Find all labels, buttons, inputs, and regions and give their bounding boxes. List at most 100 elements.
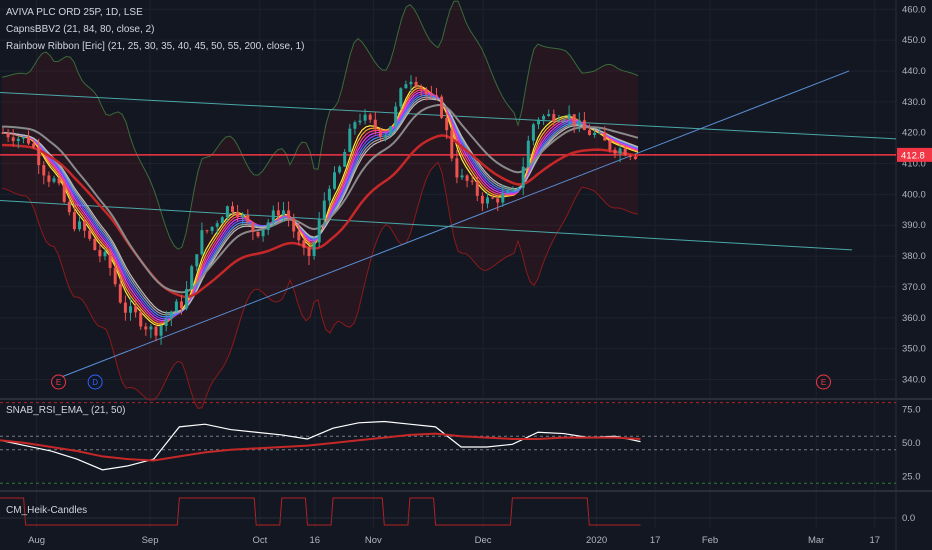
candle-body-9 — [47, 175, 51, 182]
price-tick-9: 430.0 — [902, 97, 926, 108]
rsi-tick-1: 50.0 — [902, 438, 921, 449]
candle-body-55 — [282, 210, 285, 216]
candle-body-115 — [588, 130, 591, 136]
bollinger-upper — [1, 0, 639, 250]
candle-body-60 — [307, 247, 311, 256]
candle-body-3 — [16, 138, 20, 142]
candle-body-49 — [251, 222, 255, 233]
candle-body-80 — [409, 81, 413, 85]
rsi-tick-2: 75.0 — [902, 404, 921, 415]
indicator-ribbon-label: Rainbow Ribbon [Eric] (21, 25, 30, 35, 4… — [6, 41, 305, 52]
candle-body-26 — [134, 306, 138, 313]
candle-body-45 — [231, 206, 234, 212]
candle-body-28 — [144, 326, 148, 330]
candle-body-73 — [373, 119, 377, 130]
candle-body-42 — [215, 223, 219, 227]
candle-body-122 — [623, 148, 627, 156]
candle-body-63 — [322, 200, 326, 220]
bollinger-bands — [1, 0, 639, 409]
candle-body-5 — [27, 136, 30, 144]
event-marker-label-0: E — [56, 378, 61, 387]
candle-body-84 — [429, 94, 433, 96]
date-tick-4: Nov — [365, 535, 382, 546]
candle-body-120 — [613, 149, 617, 154]
candle-body-52 — [266, 222, 270, 230]
candle-body-118 — [603, 132, 607, 141]
candle-body-104 — [531, 124, 535, 141]
candle-body-89 — [455, 158, 459, 178]
candle-body-0 — [1, 132, 5, 134]
rsi-tick-0: 25.0 — [902, 472, 921, 483]
candle-body-74 — [378, 129, 382, 137]
candle-body-57 — [292, 218, 296, 232]
candle-body-95 — [486, 197, 489, 204]
candle-body-56 — [287, 210, 291, 219]
heik-pane[interactable] — [0, 497, 896, 526]
price-tick-11: 450.0 — [902, 35, 926, 46]
ma-200-line — [1, 134, 639, 299]
date-tick-10: 17 — [869, 535, 880, 546]
candle-body-88 — [450, 130, 454, 159]
candle-body-59 — [302, 240, 306, 248]
candle-body-85 — [435, 95, 438, 97]
candle-body-69 — [353, 122, 357, 129]
candle-body-18 — [93, 238, 97, 251]
candle-body-83 — [424, 89, 428, 95]
candle-body-23 — [118, 284, 122, 303]
candle-body-14 — [72, 212, 76, 230]
candle-body-8 — [42, 165, 46, 176]
candle-body-87 — [445, 117, 449, 131]
price-tick-12: 460.0 — [902, 4, 926, 15]
candle-body-112 — [572, 114, 576, 126]
candle-body-86 — [440, 96, 444, 118]
candle-body-124 — [633, 156, 637, 159]
date-tick-9: Mar — [808, 535, 824, 546]
price-tick-7: 410.0 — [902, 159, 926, 170]
candle-body-98 — [501, 193, 505, 203]
candle-body-71 — [363, 114, 367, 121]
candle-body-22 — [113, 267, 117, 285]
candle-body-82 — [419, 86, 423, 90]
candle-body-67 — [343, 151, 347, 167]
candle-series[interactable] — [1, 75, 637, 345]
event-marker-label-2: E — [821, 378, 826, 387]
candle-body-75 — [384, 135, 387, 137]
candle-body-81 — [414, 81, 418, 87]
candle-body-36 — [185, 288, 189, 309]
candle-body-30 — [154, 326, 158, 336]
candle-body-92 — [470, 180, 474, 182]
candle-body-41 — [210, 226, 214, 232]
candle-body-70 — [358, 120, 362, 123]
trend-line-up — [54, 70, 850, 380]
price-tick-10: 440.0 — [902, 66, 926, 77]
candle-body-58 — [297, 231, 301, 241]
candle-body-106 — [542, 116, 546, 120]
candle-body-72 — [368, 114, 372, 120]
candle-body-51 — [261, 229, 265, 237]
candle-body-43 — [220, 217, 224, 224]
event-marker-1 — [87, 374, 103, 390]
price-tick-3: 370.0 — [902, 282, 926, 293]
candle-body-117 — [598, 132, 602, 134]
rsi-pane[interactable] — [0, 402, 896, 484]
symbol-title: AVIVA PLC ORD 25P, 1D, LSE — [6, 7, 143, 18]
candle-body-12 — [62, 183, 66, 202]
candle-body-61 — [312, 242, 316, 256]
candle-body-103 — [526, 140, 530, 167]
price-tick-5: 390.0 — [902, 220, 926, 231]
candle-body-123 — [628, 155, 632, 157]
price-badge-value: 412.8 — [901, 150, 925, 161]
trend-line-down-lower — [0, 200, 853, 251]
candle-body-21 — [108, 251, 112, 268]
candle-body-101 — [516, 187, 520, 190]
candle-body-47 — [241, 215, 245, 218]
candle-body-40 — [205, 230, 209, 232]
price-tick-1: 350.0 — [902, 344, 926, 355]
candle-body-44 — [225, 206, 229, 218]
candle-body-119 — [608, 140, 612, 150]
heik-pane-title: CM_Heik-Candles — [6, 505, 88, 516]
heik-tick-0: 0.0 — [902, 513, 915, 524]
bollinger-lower — [1, 161, 639, 409]
rsi-series-0 — [0, 420, 641, 471]
